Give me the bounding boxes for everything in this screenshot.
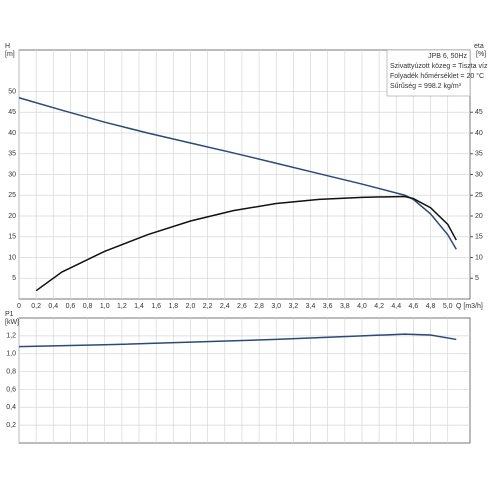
y-tick-label: 0,6	[6, 386, 16, 393]
y-tick-label: 15	[8, 234, 16, 241]
annotation: JPB 6, 50Hz	[428, 53, 467, 60]
x-tick-label: 0,6	[66, 303, 76, 310]
y-axis-label: P1	[5, 311, 14, 318]
x-tick-label: 2,2	[203, 303, 213, 310]
y-tick-label: 30	[8, 171, 16, 178]
y-tick-label: 50	[8, 88, 16, 95]
x-tick-label: 0,2	[31, 303, 41, 310]
x-tick-label: 1,0	[100, 303, 110, 310]
y2-tick-label: 15	[475, 234, 483, 241]
x-tick-label: 1,6	[151, 303, 161, 310]
y-axis-label: [kW]	[5, 319, 19, 326]
y2-tick-label: 5	[475, 275, 479, 282]
x-tick-label: 0,8	[83, 303, 93, 310]
y-tick-label: 0,2	[6, 422, 16, 429]
x-tick-label: 0,4	[48, 303, 58, 310]
x-tick-label: 3,8	[340, 303, 350, 310]
x-tick-label: 4,6	[409, 303, 419, 310]
y-axis-label: [m]	[5, 51, 15, 58]
x-tick-label: 2,0	[186, 303, 196, 310]
y-tick-label: 40	[8, 130, 16, 137]
y-tick-label: 0,8	[6, 368, 16, 375]
x-tick-label: 3,2	[289, 303, 299, 310]
x-axis-label: Q [m3/h]	[456, 303, 483, 310]
y-tick-label: 20	[8, 213, 16, 220]
x-tick-label: 0	[17, 303, 21, 310]
y2-tick-label: 45	[475, 109, 483, 116]
y2-tick-label: 30	[475, 171, 483, 178]
y-tick-label: 35	[8, 151, 16, 158]
annotation-box	[386, 49, 471, 97]
y-tick-label: 5	[12, 275, 16, 282]
x-tick-label: 5,0	[443, 303, 453, 310]
y2-axis-label: [%]	[476, 51, 486, 58]
annotation: Sűrűség = 998.2 kg/m³	[390, 83, 462, 90]
x-tick-label: 2,4	[220, 303, 230, 310]
annotation: Folyadék hőmérséklet = 20 °C	[390, 72, 484, 80]
y-tick-label: 1,2	[6, 333, 16, 340]
curve	[18, 96, 457, 250]
x-tick-label: 4,8	[426, 303, 436, 310]
y-tick-label: 25	[8, 192, 16, 199]
plot-area	[18, 317, 471, 444]
y-tick-label: 10	[8, 254, 16, 261]
y2-tick-label: 20	[475, 213, 483, 220]
y-tick-label: 45	[8, 109, 16, 116]
x-tick-label: 1,4	[134, 303, 144, 310]
x-tick-label: 2,6	[237, 303, 247, 310]
y2-tick-label: 10	[475, 254, 483, 261]
x-tick-label: 4,0	[357, 303, 367, 310]
y-tick-label: 1,0	[6, 351, 16, 358]
x-tick-label: 3,4	[306, 303, 316, 310]
y2-tick-label: 35	[475, 151, 483, 158]
x-tick-label: 3,0	[271, 303, 281, 310]
y2-tick-label: 40	[475, 130, 483, 137]
x-tick-label: 1,2	[117, 303, 127, 310]
x-tick-label: 4,4	[391, 303, 401, 310]
curve	[18, 333, 457, 348]
x-tick-label: 2,8	[254, 303, 264, 310]
annotation: Szivattyúzott közeg = Tiszta víz	[390, 63, 488, 70]
x-tick-label: 3,6	[323, 303, 333, 310]
y2-tick-label: 25	[475, 192, 483, 199]
y2-axis-label: eta	[474, 43, 484, 50]
x-tick-label: 1,8	[168, 303, 178, 310]
x-tick-label: 4,2	[374, 303, 384, 310]
y-axis-label: H	[5, 43, 10, 50]
curve	[35, 195, 457, 292]
y-tick-label: 0,4	[6, 404, 16, 411]
